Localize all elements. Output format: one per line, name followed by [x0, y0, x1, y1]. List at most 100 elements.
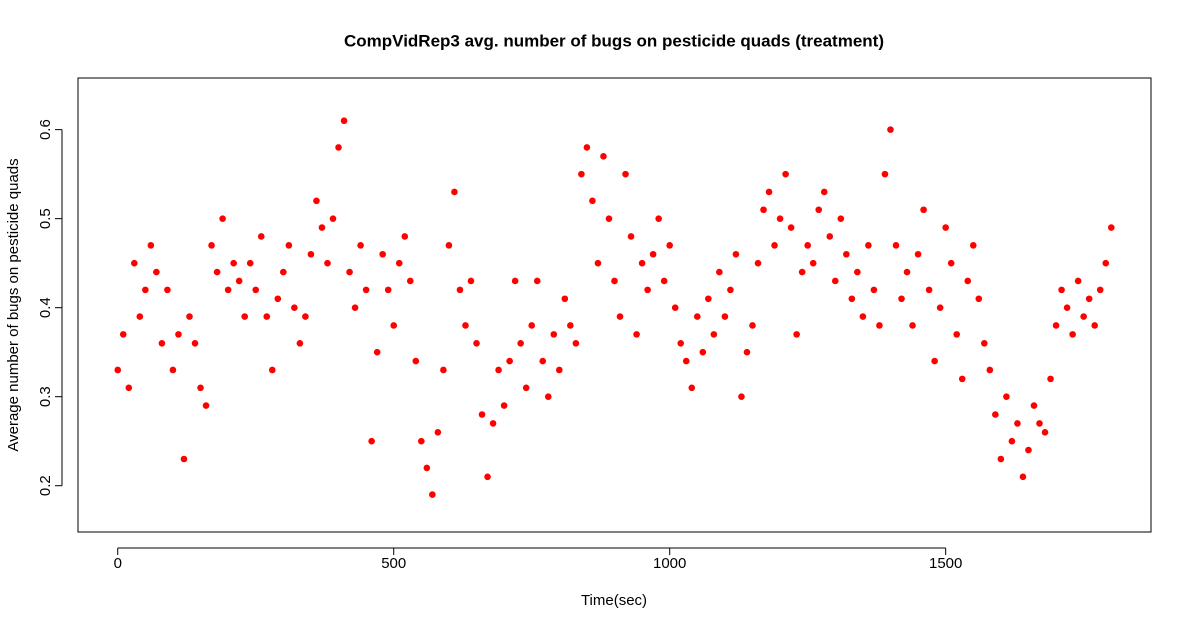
point [186, 313, 193, 320]
point [942, 224, 949, 231]
point [324, 259, 331, 267]
point [1008, 437, 1016, 445]
point [401, 233, 409, 240]
point [992, 411, 999, 418]
point [318, 224, 326, 231]
point [854, 268, 861, 276]
point [914, 250, 922, 258]
point [478, 411, 486, 418]
point [804, 242, 811, 249]
point [224, 286, 232, 294]
point [114, 366, 122, 374]
point [313, 197, 320, 205]
x-tick-label: 0 [114, 555, 122, 572]
point [1085, 295, 1093, 303]
point [611, 277, 618, 285]
point [473, 339, 480, 347]
point [346, 268, 353, 276]
point [539, 357, 547, 365]
point [688, 384, 696, 392]
point [395, 259, 403, 267]
point [418, 437, 425, 445]
point [787, 224, 795, 231]
x-tick-label: 1500 [929, 555, 962, 572]
point [898, 295, 905, 303]
point [235, 277, 243, 285]
point [986, 366, 994, 374]
point [876, 322, 883, 329]
point [451, 188, 458, 196]
point [130, 259, 138, 267]
point [1003, 393, 1010, 400]
point [208, 242, 215, 249]
point [771, 242, 778, 249]
point [583, 144, 591, 151]
point [429, 491, 436, 498]
point [506, 357, 513, 365]
point [169, 366, 177, 374]
point [848, 295, 856, 303]
point [831, 277, 839, 285]
y-axis-label: Average number of bugs on pesticide quad… [5, 158, 22, 451]
point [699, 348, 707, 356]
point [302, 313, 309, 320]
point [649, 250, 657, 258]
point [263, 313, 271, 320]
point [495, 366, 502, 374]
point [716, 268, 723, 276]
point [296, 339, 304, 347]
point [556, 366, 563, 374]
point [953, 331, 961, 338]
point [125, 384, 133, 392]
point [870, 286, 878, 294]
point [920, 206, 927, 214]
point [633, 331, 640, 338]
point [230, 259, 237, 267]
point [981, 339, 988, 347]
point [837, 215, 845, 222]
point [373, 348, 381, 356]
point [859, 313, 867, 320]
point [561, 295, 569, 303]
point [638, 259, 646, 267]
point [550, 331, 558, 338]
point [142, 286, 149, 294]
point [440, 366, 447, 374]
point [644, 286, 651, 294]
point [528, 322, 536, 329]
y-tick-label: 0.6 [37, 119, 54, 140]
point [412, 357, 420, 365]
point [467, 277, 475, 285]
point [776, 215, 784, 222]
point [285, 242, 293, 249]
point [616, 313, 624, 320]
point [600, 153, 607, 160]
point [798, 268, 806, 276]
point [1058, 286, 1065, 294]
point [202, 402, 210, 409]
point [815, 206, 823, 214]
x-axis-label: Time(sec) [581, 592, 647, 609]
point [705, 295, 712, 303]
point [335, 144, 342, 151]
point [153, 268, 160, 276]
point [1102, 259, 1110, 267]
point [1080, 313, 1087, 320]
point [219, 215, 226, 222]
point [975, 295, 983, 303]
point [909, 322, 916, 329]
point [925, 286, 933, 294]
point [1091, 322, 1099, 329]
point [1019, 473, 1027, 481]
point [268, 366, 276, 374]
point [158, 339, 166, 347]
point [329, 215, 337, 222]
point [1069, 331, 1076, 338]
point [544, 393, 552, 400]
point [809, 259, 817, 267]
point [274, 295, 282, 303]
point [605, 215, 613, 222]
point [760, 206, 767, 214]
y-tick-label: 0.2 [37, 475, 54, 496]
point [489, 420, 497, 427]
